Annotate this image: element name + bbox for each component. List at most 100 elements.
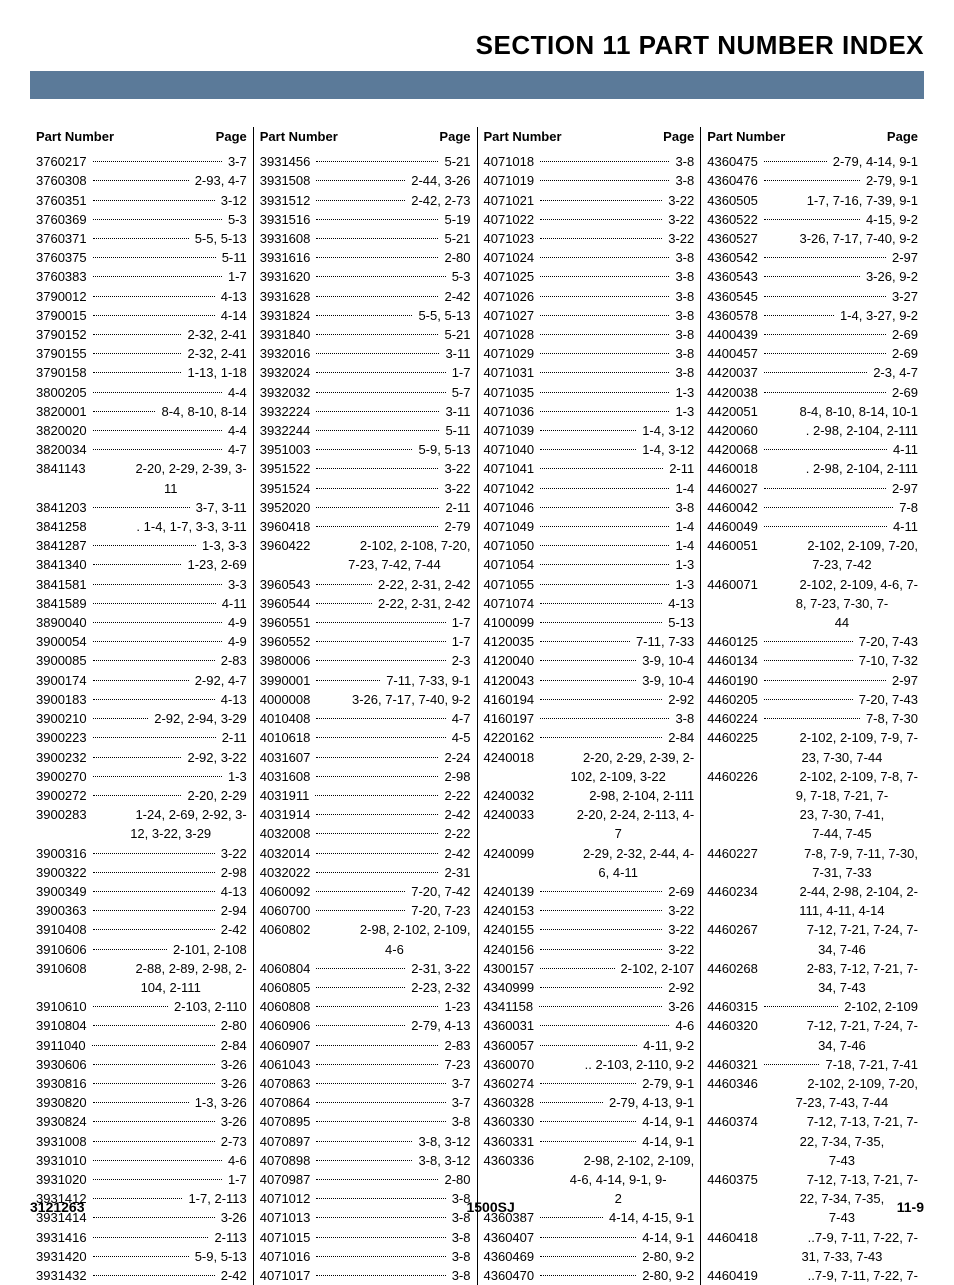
index-row: 43603304-14, 9-1 — [484, 1112, 695, 1131]
index-row: 39510035-9, 5-13 — [260, 440, 471, 459]
index-row: 38200344-7 — [36, 440, 247, 459]
part-number: 3931456 — [260, 152, 315, 171]
page-ref: 2-42 — [217, 1266, 247, 1285]
leader-dots — [764, 660, 853, 661]
page-ref: 3-26 — [217, 1074, 247, 1093]
part-number: 3931608 — [260, 229, 315, 248]
part-number: 4300157 — [484, 959, 539, 978]
leader-dots — [316, 1064, 438, 1065]
index-row: 44603462-102, 2-109, 7-20, — [707, 1074, 918, 1093]
index-row: 39308201-3, 3-26 — [36, 1093, 247, 1112]
column-header: Part NumberPage — [484, 127, 695, 146]
index-row: 4420060. 2-98, 2-104, 2-111 — [707, 421, 918, 440]
index-row: 39322445-11 — [260, 421, 471, 440]
leader-dots — [93, 334, 182, 335]
page-ref: 2-83, 7-12, 7-21, 7- — [803, 959, 918, 978]
page-ref-continuation: 7-31, 7-33 — [762, 863, 918, 882]
page-ref-continuation: 34, 7-43 — [762, 978, 918, 997]
page-ref: 4-14, 9-1 — [638, 1228, 694, 1247]
index-row: 38413401-23, 2-69 — [36, 555, 247, 574]
page-ref: 3-22 — [664, 229, 694, 248]
part-number: 3931420 — [36, 1247, 91, 1266]
index-row: 38002054-4 — [36, 383, 247, 402]
page-ref: 2-42 — [440, 287, 470, 306]
part-number: 3960552 — [260, 632, 315, 651]
part-number: 3980006 — [260, 651, 315, 670]
index-row: 43602742-79, 9-1 — [484, 1074, 695, 1093]
part-number: 4460234 — [707, 882, 762, 901]
leader-dots — [316, 1025, 405, 1026]
index-row: 39106062-101, 2-108 — [36, 940, 247, 959]
leader-dots — [540, 680, 636, 681]
index-row: 42401533-22 — [484, 901, 695, 920]
leader-dots — [93, 200, 215, 201]
leader-dots — [764, 276, 860, 277]
leader-dots — [93, 1083, 215, 1084]
part-number: 4360336 — [484, 1151, 539, 1170]
leader-dots — [316, 584, 372, 585]
index-row: 39000852-83 — [36, 651, 247, 670]
page-ref: 4-11 — [218, 594, 247, 613]
part-number: 4061043 — [260, 1055, 315, 1074]
index-row: 37901581-13, 1-18 — [36, 363, 247, 382]
leader-dots — [316, 238, 438, 239]
index-row: 43605422-97 — [707, 248, 918, 267]
part-number: 4460225 — [707, 728, 762, 747]
page-ref: 2-32, 2-41 — [183, 344, 246, 363]
page-ref: 7-23 — [440, 1055, 470, 1074]
header-page: Page — [439, 127, 470, 146]
page-ref-continuation: 4-6, 4-14, 9-1, 9- — [538, 1170, 694, 1189]
part-number: 4071035 — [484, 383, 539, 402]
page-ref: 2-97 — [888, 479, 918, 498]
part-number: 4360522 — [707, 210, 762, 229]
part-number: 4360469 — [484, 1247, 539, 1266]
page-ref: 2-97 — [888, 248, 918, 267]
index-row-continuation: 000000034, 7-43 — [707, 978, 918, 997]
page-ref: 5-11 — [441, 421, 470, 440]
index-row: 40709872-80 — [260, 1170, 471, 1189]
part-number: 3900232 — [36, 748, 91, 767]
leader-dots — [316, 488, 438, 489]
part-number: 3931628 — [260, 287, 315, 306]
index-row: 43605433-26, 9-2 — [707, 267, 918, 286]
index-row: 43603314-14, 9-1 — [484, 1132, 695, 1151]
part-number: 4071025 — [484, 267, 539, 286]
index-row: 43605781-4, 3-27, 9-2 — [707, 306, 918, 325]
page-ref: 8-4, 8-10, 8-14 — [157, 402, 246, 421]
part-number: 3931508 — [260, 171, 315, 190]
index-row: 40710313-8 — [484, 363, 695, 382]
page-ref: 2-69 — [888, 383, 918, 402]
leader-dots — [315, 795, 438, 796]
part-number: 3760369 — [36, 210, 91, 229]
index-row: 42401392-69 — [484, 882, 695, 901]
leader-dots — [93, 853, 215, 854]
index-row: 44602252-102, 2-109, 7-9, 7- — [707, 728, 918, 747]
page-ref: 2-98, 2-104, 2-111 — [585, 786, 694, 805]
index-row: 40609062-79, 4-13 — [260, 1016, 471, 1035]
page-ref-continuation: 9, 7-18, 7-21, 7- — [762, 786, 918, 805]
page-ref: 3-7 — [448, 1093, 471, 1112]
page-ref-continuation: 44 — [762, 613, 918, 632]
part-number: 3900349 — [36, 882, 91, 901]
index-column: Part NumberPage39314565-2139315082-44, 3… — [253, 127, 477, 1285]
part-number: 4071017 — [260, 1266, 315, 1285]
part-number: 3900322 — [36, 863, 91, 882]
page-ref: 4-11, 9-2 — [639, 1036, 694, 1055]
leader-dots — [540, 257, 669, 258]
index-row: 4061043 7-23 — [260, 1055, 471, 1074]
part-number: 4071018 — [484, 152, 539, 171]
page-ref: 2-3 — [448, 651, 471, 670]
index-row: 40710421-4 — [484, 479, 695, 498]
part-number: 3790015 — [36, 306, 91, 325]
leader-dots — [540, 1102, 603, 1103]
part-number: 4460268 — [707, 959, 762, 978]
index-row: 40320082-22 — [260, 824, 471, 843]
part-number: 4360031 — [484, 1016, 539, 1035]
page-ref: 2-32, 2-41 — [183, 325, 246, 344]
index-row-continuation: 0000000111, 4-11, 4-14 — [707, 901, 918, 920]
leader-dots — [93, 660, 215, 661]
part-number: 3932224 — [260, 402, 315, 421]
index-row: 40710391-4, 3-12 — [484, 421, 695, 440]
page-ref: 4-13 — [217, 690, 247, 709]
part-number: 4010408 — [260, 709, 315, 728]
